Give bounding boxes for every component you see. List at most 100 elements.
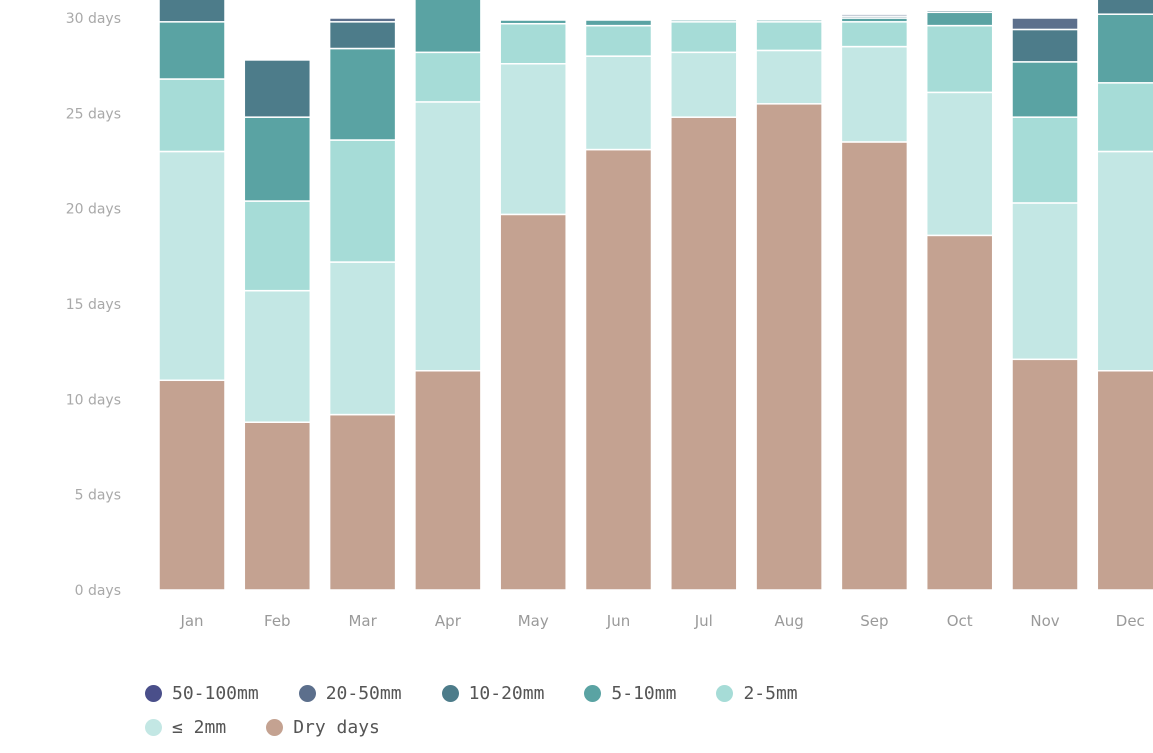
- bar-segment[interactable]: [158, 78, 226, 153]
- bar-segment[interactable]: [243, 289, 312, 423]
- bar-segment[interactable]: [755, 103, 823, 591]
- legend: 50-100mm 20-50mm 10-20mm 5-10mm 2-5mm ≤ …: [145, 676, 1145, 744]
- legend-item-10-20mm[interactable]: 10-20mm: [441, 682, 545, 704]
- bar-segment[interactable]: [840, 141, 909, 591]
- x-tick-label: Jan: [179, 612, 203, 630]
- bar-segment[interactable]: [1011, 116, 1079, 204]
- bar-segment[interactable]: [499, 63, 567, 216]
- bar-segment[interactable]: [755, 49, 823, 105]
- stacked-bar-chart: 0 days 5 days 10 days 15 days 20 days 25 days…: [66, 0, 1153, 630]
- legend-swatch-icon: [584, 684, 602, 702]
- bar-segment[interactable]: [584, 18, 653, 21]
- bar-segment[interactable]: [584, 24, 653, 57]
- bar-segment[interactable]: [670, 19, 738, 23]
- bar-segment[interactable]: [925, 234, 994, 591]
- bar-segment[interactable]: [328, 21, 397, 50]
- y-tick-label: 20 days: [66, 202, 121, 218]
- bar-segment[interactable]: [755, 19, 823, 23]
- bar-segment[interactable]: [414, 369, 482, 591]
- bar-segment[interactable]: [584, 148, 653, 591]
- bar-segment[interactable]: [158, 379, 226, 591]
- bar-segment[interactable]: [670, 21, 738, 54]
- y-tick-label: 5 days: [75, 488, 121, 504]
- legend-label: 10-20mm: [468, 682, 545, 704]
- bar-segment[interactable]: [840, 21, 909, 48]
- bar-segment[interactable]: [925, 9, 994, 14]
- bar-segment[interactable]: [1096, 150, 1153, 372]
- legend-swatch-icon: [298, 684, 316, 702]
- bar-segment[interactable]: [1096, 369, 1153, 591]
- legend-row-1: 50-100mm 20-50mm 10-20mm 5-10mm 2-5mm: [145, 676, 1145, 710]
- legend-item-50-100mm[interactable]: 50-100mm: [145, 683, 259, 704]
- bar-segment[interactable]: [1011, 202, 1079, 361]
- bar-segment[interactable]: [243, 116, 312, 202]
- bars-group: [158, 0, 1153, 591]
- x-axis: Jan Feb Mar Apr May Jun Jul Aug Sep Oct Nov Dec: [179, 612, 1144, 630]
- x-tick-label: Sep: [860, 612, 888, 630]
- x-tick-label: Apr: [435, 612, 462, 630]
- legend-label: 2-5mm: [743, 682, 798, 704]
- bar-segment[interactable]: [925, 11, 994, 27]
- x-tick-label: Jun: [606, 612, 630, 630]
- y-axis: 0 days 5 days 10 days 15 days 20 days 25 days…: [66, 11, 121, 599]
- bar-segment[interactable]: [328, 413, 397, 591]
- bar-segment[interactable]: [925, 91, 994, 237]
- legend-label: 5-10mm: [611, 682, 677, 704]
- bar-segment[interactable]: [243, 59, 312, 118]
- bar-segment[interactable]: [925, 24, 994, 94]
- y-tick-label: 30 days: [66, 11, 121, 27]
- bar-segment[interactable]: [499, 22, 567, 65]
- bar-segment[interactable]: [1096, 82, 1153, 153]
- bar-segment[interactable]: [328, 261, 397, 416]
- bar-segment[interactable]: [414, 51, 482, 103]
- bar-segment[interactable]: [840, 45, 909, 143]
- legend-swatch-icon: [145, 684, 162, 702]
- x-tick-label: Jul: [694, 612, 713, 630]
- bar-segment[interactable]: [840, 13, 909, 17]
- x-tick-label: Dec: [1116, 612, 1145, 630]
- bar-segment[interactable]: [1011, 28, 1079, 63]
- bar-segment[interactable]: [328, 17, 397, 23]
- bar-segment[interactable]: [584, 19, 653, 27]
- bar-segment[interactable]: [243, 421, 312, 591]
- bar-segment[interactable]: [670, 51, 738, 118]
- legend-swatch-icon: [716, 684, 734, 702]
- bar-segment[interactable]: [414, 0, 482, 54]
- y-tick-label: 15 days: [66, 297, 121, 313]
- legend-label: 20-50mm: [325, 682, 402, 704]
- bar-segment[interactable]: [328, 139, 397, 263]
- bar-segment[interactable]: [158, 21, 226, 80]
- bar-segment[interactable]: [414, 101, 482, 372]
- bar-segment[interactable]: [584, 55, 653, 151]
- legend-item-dry-days[interactable]: Dry days: [266, 717, 380, 738]
- bar-segment[interactable]: [670, 116, 738, 591]
- bar-segment[interactable]: [328, 47, 397, 141]
- x-tick-label: Feb: [264, 612, 291, 630]
- bar-segment[interactable]: [158, 0, 226, 23]
- bar-segment[interactable]: [158, 150, 226, 382]
- x-tick-label: Mar: [348, 612, 377, 630]
- legend-item-2-5mm[interactable]: 2-5mm: [716, 682, 798, 704]
- legend-swatch-icon: [441, 684, 459, 702]
- bar-segment[interactable]: [243, 200, 312, 292]
- bar-segment[interactable]: [1011, 358, 1079, 591]
- bar-segment[interactable]: [1011, 61, 1079, 118]
- x-tick-label: Nov: [1030, 612, 1059, 630]
- bar-segment[interactable]: [1011, 17, 1079, 31]
- bar-segment[interactable]: [1096, 13, 1153, 84]
- bar-segment[interactable]: [1096, 0, 1153, 15]
- legend-label: Dry days: [293, 716, 380, 738]
- x-tick-label: Oct: [947, 612, 973, 630]
- bar-segment[interactable]: [499, 18, 567, 21]
- legend-item-under-2mm[interactable]: ≤ 2mm: [145, 717, 226, 738]
- legend-item-5-10mm[interactable]: 5-10mm: [584, 683, 676, 704]
- bar-segment[interactable]: [755, 21, 823, 52]
- y-tick-label: 0 days: [75, 583, 121, 599]
- legend-label: ≤ 2mm: [172, 716, 227, 738]
- x-tick-label: May: [518, 612, 549, 630]
- x-tick-label: Aug: [774, 612, 803, 630]
- bar-segment[interactable]: [499, 213, 567, 591]
- legend-item-20-50mm[interactable]: 20-50mm: [298, 682, 402, 704]
- y-tick-label: 10 days: [66, 392, 121, 408]
- legend-row-2: ≤ 2mm Dry days: [145, 710, 1145, 744]
